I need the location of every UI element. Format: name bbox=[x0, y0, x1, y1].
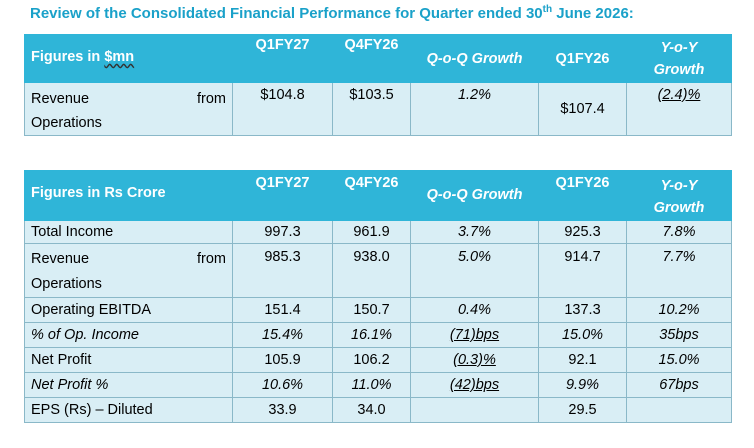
cell-qoq: 5.0% bbox=[410, 243, 539, 298]
cell-q4fy26: 106.2 bbox=[332, 347, 411, 373]
header-q1fy27: Q1FY27 bbox=[232, 170, 333, 221]
cell-qoq: 0.4% bbox=[410, 297, 539, 323]
header-q1fy27: Q1FY27 bbox=[232, 34, 333, 83]
header-q4fy26: Q4FY26 bbox=[332, 34, 411, 83]
cell-q1fy27: 15.4% bbox=[232, 322, 333, 348]
row-label: Revenue from Operations bbox=[24, 243, 233, 298]
header-figures-usd: Figures in $mn bbox=[24, 34, 233, 83]
cell-q4fy26: 11.0% bbox=[332, 372, 411, 398]
cell-q4fy26: $103.5 bbox=[332, 82, 411, 136]
cell-yoy: 10.2% bbox=[626, 297, 732, 323]
header-q4fy26: Q4FY26 bbox=[332, 170, 411, 221]
header-yoy-growth: Y-o-Y Growth bbox=[626, 34, 732, 83]
cell-q1fy26: 914.7 bbox=[538, 243, 627, 298]
page-title: Review of the Consolidated Financial Per… bbox=[30, 4, 634, 22]
cell-q1fy27: 33.9 bbox=[232, 397, 333, 423]
cell-q1fy26: 137.3 bbox=[538, 297, 627, 323]
table-row: Net Profit 105.9 106.2 (0.3)% 92.1 15.0% bbox=[24, 347, 732, 373]
cell-q1fy27: 105.9 bbox=[232, 347, 333, 373]
cell-q1fy27: 985.3 bbox=[232, 243, 333, 298]
table-row: Operating EBITDA 151.4 150.7 0.4% 137.3 … bbox=[24, 297, 732, 323]
row-label: EPS (Rs) – Diluted bbox=[24, 397, 233, 423]
cell-qoq: 3.7% bbox=[410, 220, 539, 244]
table-row: EPS (Rs) – Diluted 33.9 34.0 29.5 bbox=[24, 397, 732, 423]
cell-q1fy27: 10.6% bbox=[232, 372, 333, 398]
cell-yoy: 67bps bbox=[626, 372, 732, 398]
table-row: Revenue from Operations $104.8 $103.5 1.2… bbox=[24, 82, 732, 136]
header-qoq-growth: Q-o-Q Growth bbox=[410, 34, 539, 83]
cell-qoq: (71)bps bbox=[410, 322, 539, 348]
cell-qoq: 1.2% bbox=[410, 82, 539, 136]
cell-yoy: (2.4)% bbox=[626, 82, 732, 136]
row-label: % of Op. Income bbox=[24, 322, 233, 348]
cell-q4fy26: 961.9 bbox=[332, 220, 411, 244]
cell-yoy: 35bps bbox=[626, 322, 732, 348]
cell-q1fy27: $104.8 bbox=[232, 82, 333, 136]
table-row: Revenue from Operations 985.3 938.0 5.0% … bbox=[24, 243, 732, 298]
row-label: Total Income bbox=[24, 220, 233, 244]
row-label: Net Profit bbox=[24, 347, 233, 373]
cell-q4fy26: 150.7 bbox=[332, 297, 411, 323]
cell-q1fy27: 997.3 bbox=[232, 220, 333, 244]
header-figures-inr: Figures in Rs Crore bbox=[24, 170, 233, 221]
cell-q1fy26: 925.3 bbox=[538, 220, 627, 244]
cell-q1fy27: 151.4 bbox=[232, 297, 333, 323]
cell-yoy bbox=[626, 397, 732, 423]
inr-performance-table: Figures in Rs Crore Q1FY27 Q4FY26 Q-o-Q … bbox=[24, 170, 732, 423]
cell-q1fy26: 9.9% bbox=[538, 372, 627, 398]
table-row: Total Income 997.3 961.9 3.7% 925.3 7.8% bbox=[24, 220, 732, 244]
table-header-row: Figures in Rs Crore Q1FY27 Q4FY26 Q-o-Q … bbox=[24, 170, 732, 221]
header-yoy-growth: Y-o-Y Growth bbox=[626, 170, 732, 221]
row-label: Net Profit % bbox=[24, 372, 233, 398]
cell-yoy: 7.7% bbox=[626, 243, 732, 298]
table-row: Net Profit % 10.6% 11.0% (42)bps 9.9% 67… bbox=[24, 372, 732, 398]
cell-yoy: 7.8% bbox=[626, 220, 732, 244]
cell-q4fy26: 938.0 bbox=[332, 243, 411, 298]
cell-qoq bbox=[410, 397, 539, 423]
table-row: % of Op. Income 15.4% 16.1% (71)bps 15.0… bbox=[24, 322, 732, 348]
cell-q1fy26: $107.4 bbox=[538, 82, 627, 136]
cell-qoq: (42)bps bbox=[410, 372, 539, 398]
table-header-row: Figures in $mn Q1FY27 Q4FY26 Q-o-Q Growt… bbox=[24, 34, 732, 83]
cell-q1fy26: 15.0% bbox=[538, 322, 627, 348]
cell-qoq: (0.3)% bbox=[410, 347, 539, 373]
header-q1fy26: Q1FY26 bbox=[538, 170, 627, 221]
usd-performance-table: Figures in $mn Q1FY27 Q4FY26 Q-o-Q Growt… bbox=[24, 34, 732, 136]
cell-q4fy26: 16.1% bbox=[332, 322, 411, 348]
header-q1fy26: Q1FY26 bbox=[538, 34, 627, 83]
cell-yoy: 15.0% bbox=[626, 347, 732, 373]
header-qoq-growth: Q-o-Q Growth bbox=[410, 170, 539, 221]
row-label: Revenue from Operations bbox=[24, 82, 233, 136]
cell-q1fy26: 92.1 bbox=[538, 347, 627, 373]
row-label: Operating EBITDA bbox=[24, 297, 233, 323]
cell-q4fy26: 34.0 bbox=[332, 397, 411, 423]
cell-q1fy26: 29.5 bbox=[538, 397, 627, 423]
